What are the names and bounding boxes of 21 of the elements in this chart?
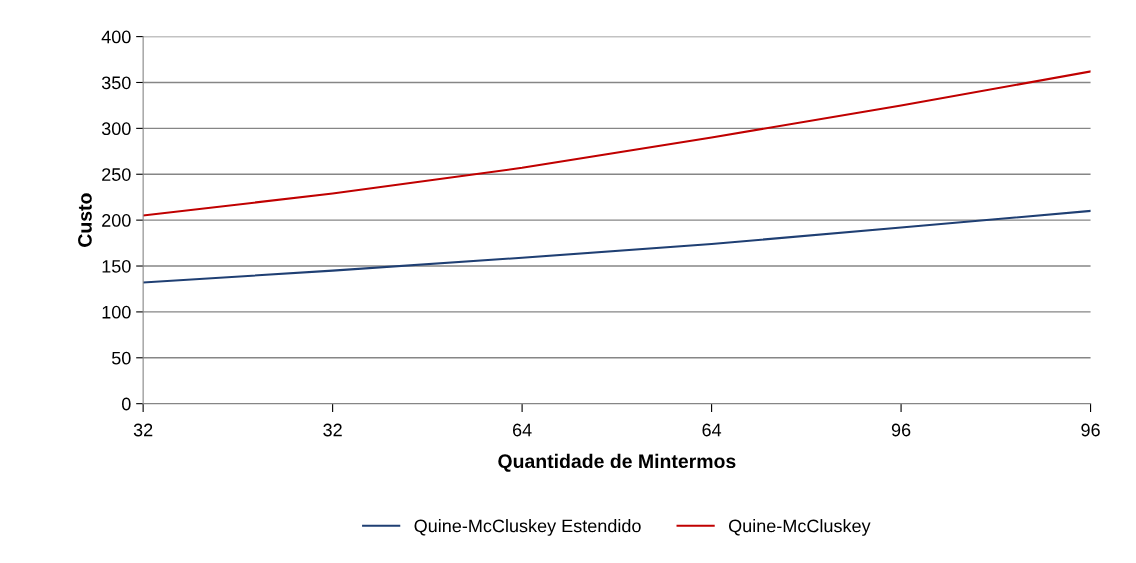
x-tick-label: 96 (1081, 423, 1100, 437)
y-tick-label: 150 (102, 259, 131, 273)
y-tick-label: 350 (101, 76, 131, 90)
y-tick-label: 100 (102, 305, 131, 319)
legend-label: Quine-McCluskey Estendido (414, 519, 641, 536)
y-tick-label: 300 (101, 122, 131, 136)
x-tick-label: 32 (133, 423, 153, 437)
y-tick-label: 250 (102, 168, 131, 181)
x-tick-label: 96 (891, 423, 911, 437)
x-tick-label: 64 (702, 423, 722, 437)
legend-label: Quine-McCluskey (728, 519, 871, 536)
y-tick-label: 50 (111, 351, 131, 365)
y-tick-label: 200 (102, 214, 131, 227)
line-series (143, 209, 1091, 284)
y-tick-label: 400 (101, 30, 131, 44)
y-tick-label: 0 (122, 397, 131, 411)
x-tick-label: 32 (323, 423, 342, 437)
line-series (143, 70, 1091, 217)
x-axis-title: Quantidade de Mintermos (498, 453, 736, 472)
y-axis-title: Custo (78, 193, 92, 247)
x-tick-label: 64 (512, 423, 532, 437)
